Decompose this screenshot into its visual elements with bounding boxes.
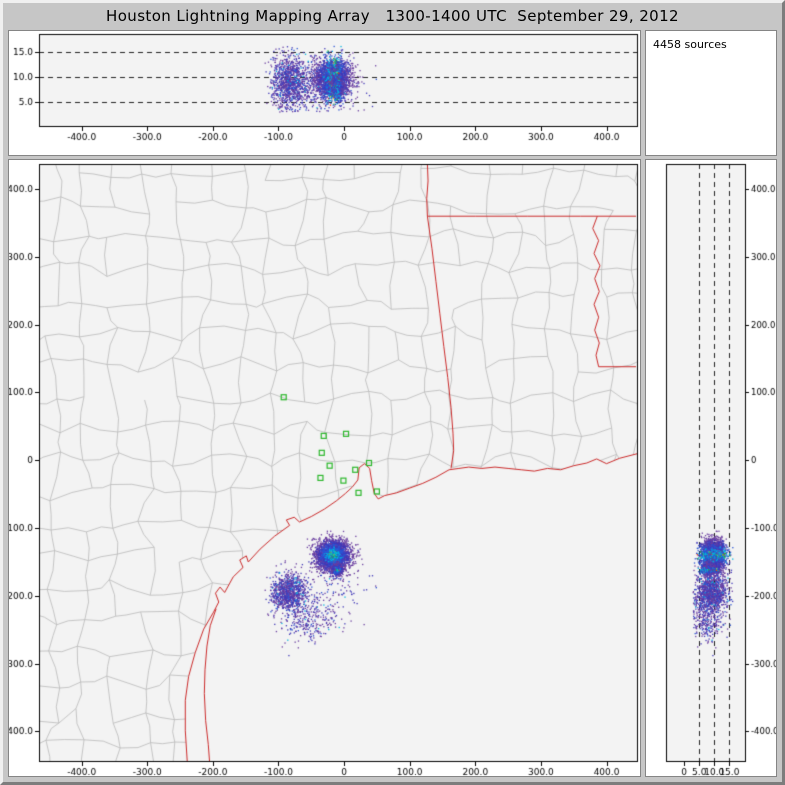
source-count-label: 4458 sources	[653, 38, 727, 51]
sources-count-panel: 4458 sources	[645, 30, 777, 156]
altitude-ns-panel	[645, 159, 777, 777]
plan-view-map-panel	[8, 159, 641, 777]
altitude-ew-panel	[8, 30, 641, 156]
plan-view-map-canvas	[9, 160, 640, 776]
altitude-ew-canvas	[9, 31, 640, 155]
figure-title: Houston Lightning Mapping Array 1300-140…	[106, 7, 679, 25]
altitude-ns-canvas	[646, 160, 776, 776]
